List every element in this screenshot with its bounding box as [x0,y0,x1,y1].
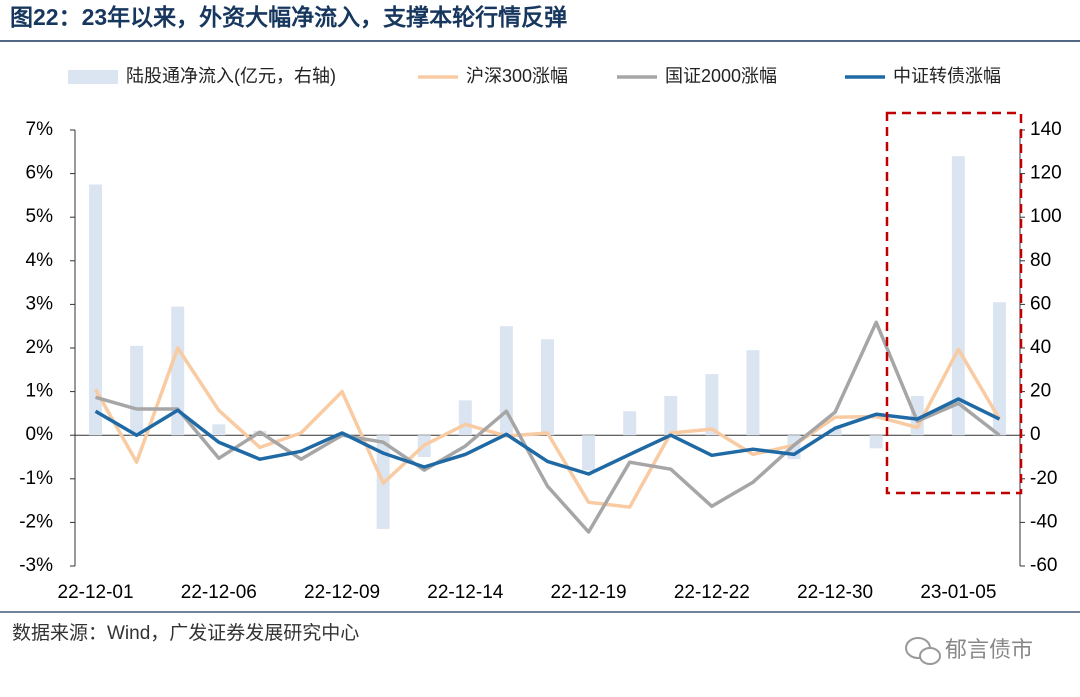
highlight-box [885,111,1023,495]
y-tick-label: -3% [19,555,53,576]
watermark-icon [905,637,941,665]
y-tick-label: 1% [26,381,54,402]
bar [458,400,472,436]
bar [992,302,1006,436]
bar [130,345,144,436]
x-tick-label: 22-12-19 [551,582,627,603]
y2-tick-label: -20 [1030,468,1057,489]
y-tick-label: -2% [19,511,53,532]
x-tick-label: 22-12-22 [674,582,750,603]
legend-label: 中证转债涨幅 [893,66,1001,86]
y-tick-label: 4% [26,250,54,271]
bar [705,374,719,436]
y2-tick-label: 140 [1030,119,1062,140]
y-tick-label: 6% [26,163,54,184]
bar [582,435,596,471]
line-series [94,397,1001,476]
legend-label: 沪深300涨幅 [466,66,568,86]
bar [499,326,513,436]
bar [746,350,760,436]
y-tick-label: 7% [26,119,54,140]
bar [89,184,103,436]
source-note: 数据来源：Wind，广发证券发展研究中心 [12,622,359,644]
y-tick-label: 2% [26,337,54,358]
y2-tick-label: 20 [1030,381,1051,402]
y2-tick-label: -40 [1030,511,1057,532]
y-tick-label: 3% [26,293,54,314]
watermark: 郁言债市 [945,637,1033,662]
y-tick-label: 0% [26,424,54,445]
bar [951,156,965,436]
y2-tick-label: -60 [1030,555,1057,576]
y2-tick-label: 0 [1030,424,1041,445]
line-series [95,320,1001,534]
y2-tick-label: 120 [1030,163,1062,184]
x-tick-label: 22-12-06 [181,582,257,603]
x-tick-label: 22-12-01 [58,582,134,603]
y-tick-label: 5% [26,206,54,227]
legend-label: 陆股通净流入(亿元，右轴) [126,66,336,86]
bar [869,435,883,449]
x-tick-label: 23-01-05 [920,582,996,603]
y2-tick-label: 40 [1030,337,1051,358]
legend-label: 国证2000涨幅 [665,66,777,86]
bar [828,428,842,436]
legend-swatch [68,70,118,84]
bar [664,395,678,436]
bar [212,424,226,436]
y2-tick-label: 80 [1030,250,1051,271]
x-tick-label: 22-12-09 [304,582,380,603]
bar [623,411,637,436]
bar [541,339,554,436]
chart-title: 图22：23年以来，外资大幅净流入，支撑本轮行情反弹 [10,4,567,30]
y2-tick-label: 100 [1030,206,1062,227]
x-tick-label: 22-12-30 [797,582,873,603]
line-series [93,346,1002,509]
y2-tick-label: 60 [1030,293,1051,314]
y-tick-label: -1% [19,468,53,489]
bar [171,306,185,436]
x-tick-label: 22-12-14 [427,582,503,603]
